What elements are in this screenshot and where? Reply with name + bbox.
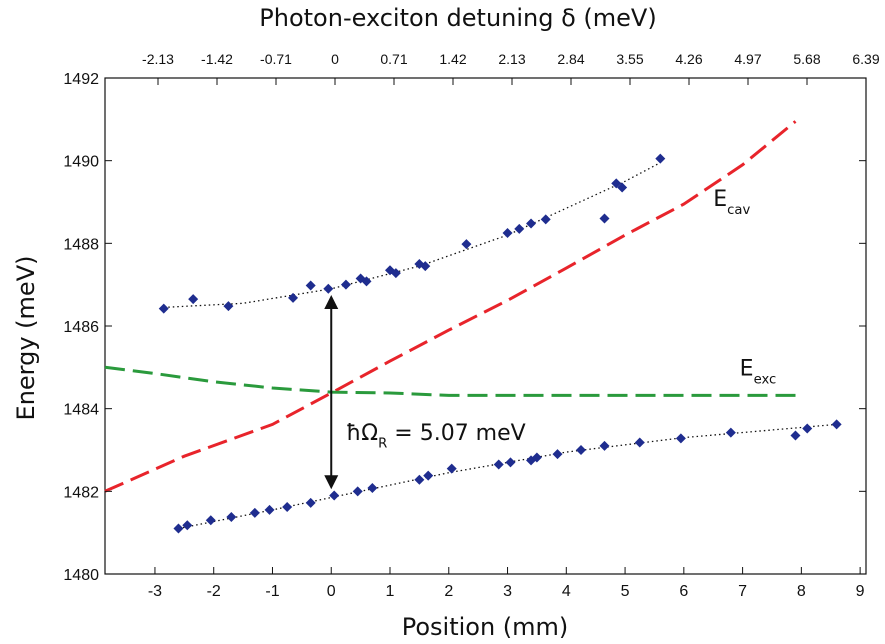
data-point <box>552 449 563 460</box>
data-point <box>423 470 434 481</box>
top-tick-label: 6.39 <box>852 51 879 67</box>
data-point <box>599 213 610 224</box>
y-tick-label: 1490 <box>63 154 99 171</box>
fit-curve <box>163 162 661 309</box>
x-tick-label: 5 <box>621 583 630 600</box>
y-tick-label: 1486 <box>63 319 99 336</box>
y-axis-ticks: 1480 1482 1484 1486 1488 1490 1492 <box>63 71 866 584</box>
data-point <box>526 218 537 229</box>
plot-frame <box>104 77 867 575</box>
data-point <box>611 178 622 189</box>
data-point <box>249 507 260 518</box>
top-tick-label: -1.42 <box>201 51 233 67</box>
data-point <box>617 182 628 193</box>
x-tick-label: 6 <box>679 583 688 600</box>
top-tick-label: 0.71 <box>380 51 407 67</box>
y-tick-label: 1488 <box>63 236 99 253</box>
x-tick-label: 3 <box>503 583 512 600</box>
data-point <box>725 427 736 438</box>
y-axis-title: Energy (meV) <box>12 256 40 421</box>
top-tick-label: 0 <box>331 51 339 67</box>
data-point <box>493 459 504 470</box>
data-point <box>575 445 586 455</box>
data-point <box>173 523 184 534</box>
annotations: ħΩR = 5.07 meV Ecav Eexc <box>324 187 777 490</box>
x-tick-label: -1 <box>265 583 279 600</box>
data-point <box>226 511 237 522</box>
data-point <box>288 292 299 303</box>
data-point <box>188 294 199 305</box>
data-point <box>420 261 431 272</box>
y-tick-label: 1480 <box>63 567 99 584</box>
data-point <box>205 515 216 526</box>
rabi-arrow-head-down <box>324 475 339 490</box>
x2-axis-title: Photon-exciton detuning δ (meV) <box>259 4 656 32</box>
eexc-label: Eexc <box>740 357 777 388</box>
x-tick-label: 8 <box>797 583 806 600</box>
curve-e-cav <box>104 120 797 493</box>
data-point <box>655 153 666 164</box>
y-tick-label: 1482 <box>63 484 99 501</box>
data-point <box>282 502 293 513</box>
data-point <box>540 214 551 225</box>
data-point <box>505 457 516 468</box>
top-tick-label: -2.13 <box>142 51 174 67</box>
x-axis-ticks: -3 -2 -1 0 1 2 3 4 5 6 7 8 9 <box>148 567 865 600</box>
data-point <box>305 280 316 291</box>
top-tick-label: 4.97 <box>734 51 761 67</box>
curve-e-exc <box>104 365 796 397</box>
data-point <box>390 268 401 279</box>
data-point <box>831 419 842 430</box>
x-tick-label: -3 <box>148 583 162 600</box>
top-tick-label: 2.13 <box>498 51 525 67</box>
data-point <box>675 433 686 444</box>
ecav-label: Ecav <box>713 187 750 218</box>
data-point <box>305 497 316 508</box>
data-point <box>158 303 169 314</box>
x-tick-label: 2 <box>444 583 453 600</box>
data-point <box>802 423 813 434</box>
data-point <box>531 452 542 463</box>
top-tick-label: 2.84 <box>557 51 584 67</box>
data-points <box>158 153 842 534</box>
data-point <box>599 440 610 451</box>
x-tick-label: -2 <box>207 583 221 600</box>
data-point <box>223 301 234 312</box>
data-point <box>414 474 425 485</box>
top-tick-label: 5.68 <box>793 51 820 67</box>
data-point <box>634 437 645 448</box>
x-tick-label: 4 <box>562 583 571 600</box>
top-tick-label: 3.55 <box>616 51 643 67</box>
model-curves <box>104 120 797 493</box>
x-axis-title: Position (mm) <box>402 613 569 641</box>
rabi-splitting-label: ħΩR = 5.07 meV <box>346 421 526 452</box>
x-tick-label: 9 <box>856 583 865 600</box>
x-tick-label: 1 <box>386 583 395 600</box>
data-point <box>340 279 351 290</box>
top-tick-label: 1.42 <box>439 51 466 67</box>
rabi-arrow-head-up <box>324 295 339 309</box>
data-point <box>367 483 378 494</box>
top-tick-label: 4.26 <box>675 51 702 67</box>
data-point <box>502 228 513 238</box>
data-point <box>264 504 275 515</box>
data-point <box>323 283 334 294</box>
data-point <box>790 430 801 441</box>
y-tick-label: 1492 <box>63 71 99 88</box>
data-point <box>352 486 363 497</box>
y-tick-label: 1484 <box>63 402 99 419</box>
top-tick-label: -0.71 <box>260 51 292 67</box>
x-tick-label: 0 <box>327 583 336 600</box>
data-point <box>361 276 372 287</box>
data-point <box>461 239 472 250</box>
data-point <box>182 520 193 531</box>
x-tick-label: 7 <box>738 583 747 600</box>
data-point <box>329 490 340 501</box>
data-point <box>446 463 457 474</box>
data-point <box>514 223 525 234</box>
top-axis-ticks: -2.13 -1.42 -0.71 0 0.71 1.42 2.13 2.84 3.55 4.26… <box>142 51 880 85</box>
